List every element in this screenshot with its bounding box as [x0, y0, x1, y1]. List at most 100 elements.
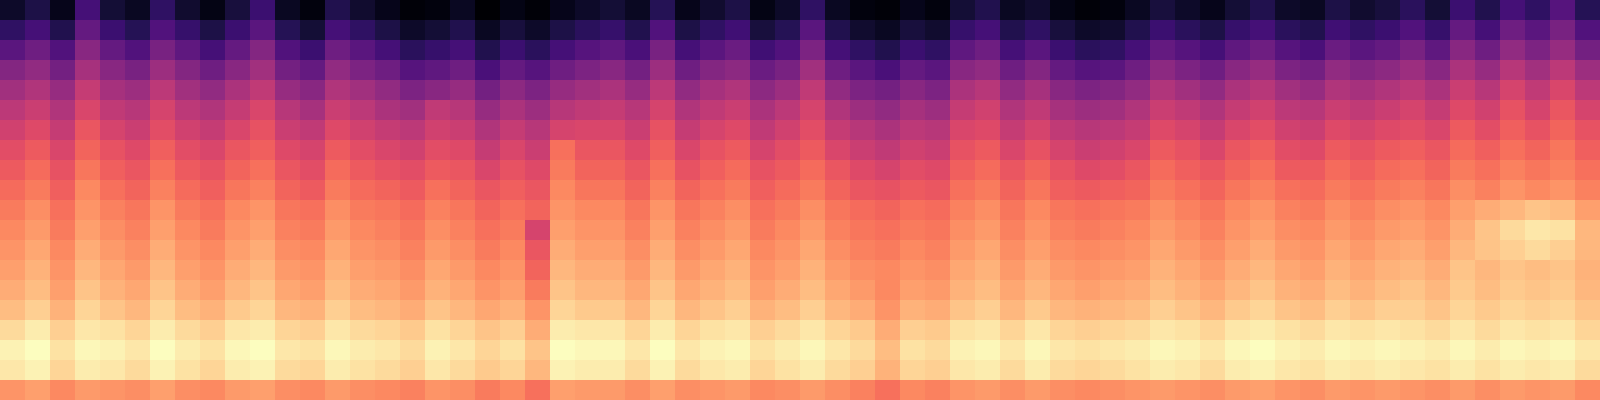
- heatmap-cell: [250, 160, 276, 181]
- heatmap-cell: [1050, 0, 1076, 21]
- heatmap-cell: [1250, 20, 1276, 41]
- heatmap-cell: [1475, 220, 1501, 241]
- heatmap-cell: [375, 280, 401, 301]
- heatmap-cell: [675, 80, 701, 101]
- heatmap-cell: [1225, 120, 1251, 141]
- heatmap-cell: [1500, 60, 1526, 81]
- heatmap-cell: [975, 40, 1001, 61]
- heatmap-cell: [550, 60, 576, 81]
- heatmap-cell: [1325, 80, 1351, 101]
- heatmap-cell: [150, 20, 176, 41]
- heatmap-cell: [1050, 240, 1076, 261]
- heatmap-cell: [125, 220, 151, 241]
- heatmap-cell: [75, 80, 101, 101]
- heatmap-cell: [125, 380, 151, 400]
- heatmap-cell: [950, 0, 976, 21]
- heatmap-cell: [225, 240, 251, 261]
- heatmap-cell: [800, 200, 826, 221]
- heatmap-cell: [1025, 0, 1051, 21]
- heatmap-cell: [900, 200, 926, 221]
- heatmap-cell: [175, 140, 201, 161]
- heatmap-cell: [325, 180, 351, 201]
- heatmap-cell: [325, 0, 351, 21]
- heatmap-cell: [1325, 40, 1351, 61]
- heatmap-cell: [1400, 120, 1426, 141]
- heatmap-cell: [1125, 140, 1151, 161]
- heatmap-cell: [450, 140, 476, 161]
- heatmap-cell: [0, 220, 26, 241]
- heatmap-cell: [1250, 380, 1276, 400]
- heatmap-cell: [725, 300, 751, 321]
- heatmap-cell: [900, 60, 926, 81]
- heatmap-cell: [525, 220, 551, 241]
- heatmap-cell: [1200, 200, 1226, 221]
- heatmap-cell: [975, 280, 1001, 301]
- heatmap-cell: [575, 100, 601, 121]
- heatmap-cell: [600, 260, 626, 281]
- heatmap-cell: [475, 360, 501, 381]
- heatmap-cell: [1425, 260, 1451, 281]
- heatmap-cell: [375, 120, 401, 141]
- heatmap-cell: [250, 80, 276, 101]
- heatmap-cell: [775, 320, 801, 341]
- heatmap-cell: [150, 320, 176, 341]
- heatmap-cell: [1575, 300, 1600, 321]
- heatmap-cell: [125, 100, 151, 121]
- heatmap-cell: [1475, 140, 1501, 161]
- heatmap-cell: [225, 80, 251, 101]
- heatmap-cell: [1000, 320, 1026, 341]
- heatmap-cell: [1200, 140, 1226, 161]
- heatmap-cell: [600, 100, 626, 121]
- heatmap-cell: [475, 40, 501, 61]
- heatmap-cell: [1400, 140, 1426, 161]
- heatmap-cell: [775, 120, 801, 141]
- heatmap-cell: [1075, 180, 1101, 201]
- heatmap-cell: [1150, 360, 1176, 381]
- heatmap-cell: [125, 160, 151, 181]
- heatmap-cell: [1100, 200, 1126, 221]
- heatmap-cell: [750, 380, 776, 400]
- heatmap-cell: [825, 60, 851, 81]
- heatmap-cell: [1275, 220, 1301, 241]
- heatmap-cell: [1025, 140, 1051, 161]
- heatmap-cell: [125, 60, 151, 81]
- heatmap-cell: [1425, 60, 1451, 81]
- heatmap-cell: [1125, 20, 1151, 41]
- heatmap-cell: [275, 340, 301, 361]
- heatmap-cell: [1400, 280, 1426, 301]
- heatmap-cell: [1275, 240, 1301, 261]
- heatmap-cell: [1425, 180, 1451, 201]
- heatmap-cell: [1150, 260, 1176, 281]
- chart: [0, 0, 1600, 400]
- heatmap-cell: [825, 40, 851, 61]
- heatmap-cell: [850, 220, 876, 241]
- heatmap-cell: [625, 180, 651, 201]
- heatmap-cell: [1250, 80, 1276, 101]
- heatmap-cell: [225, 120, 251, 141]
- heatmap-cell: [200, 360, 226, 381]
- heatmap-cell: [800, 140, 826, 161]
- heatmap-cell: [300, 40, 326, 61]
- heatmap-cell: [825, 100, 851, 121]
- heatmap-cell: [150, 300, 176, 321]
- heatmap-cell: [100, 0, 126, 21]
- heatmap-cell: [150, 200, 176, 221]
- heatmap-cell: [875, 180, 901, 201]
- heatmap-cell: [75, 200, 101, 221]
- heatmap-cell: [500, 40, 526, 61]
- heatmap-cell: [450, 340, 476, 361]
- heatmap-cell: [600, 320, 626, 341]
- heatmap-cell: [475, 140, 501, 161]
- heatmap-cell: [1000, 160, 1026, 181]
- heatmap-cell: [625, 320, 651, 341]
- heatmap-cell: [75, 360, 101, 381]
- heatmap-cell: [550, 160, 576, 181]
- heatmap-cell: [175, 200, 201, 221]
- heatmap-cell: [500, 340, 526, 361]
- heatmap-cell: [525, 80, 551, 101]
- heatmap-cell: [1450, 200, 1476, 221]
- heatmap-cell: [400, 180, 426, 201]
- heatmap-cell: [0, 360, 26, 381]
- heatmap-cell: [1250, 120, 1276, 141]
- heatmap-cell: [1425, 220, 1451, 241]
